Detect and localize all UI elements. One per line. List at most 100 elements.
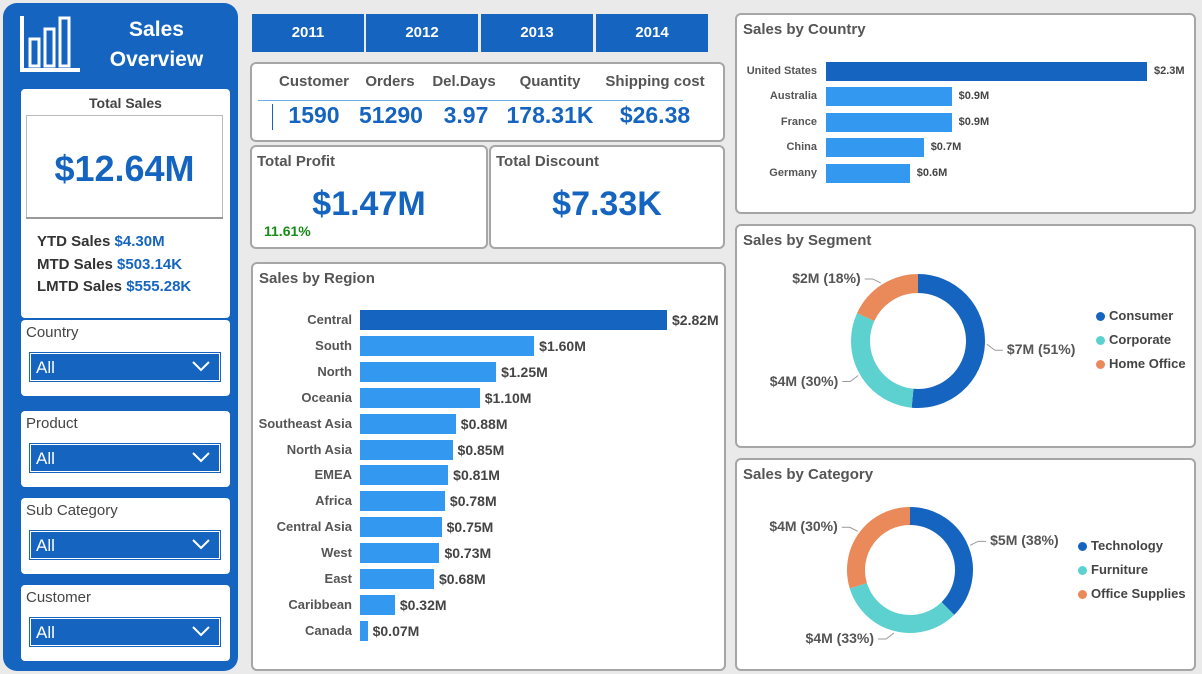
total-profit-value: $1.47M [312, 185, 426, 223]
donut-slice[interactable] [849, 582, 955, 633]
bar[interactable] [826, 87, 952, 107]
bar[interactable] [360, 387, 480, 408]
divider [26, 217, 223, 219]
del-days-header: Del.Days [432, 73, 496, 90]
sub-category-dropdown-value: All [36, 536, 55, 555]
chevron-down-icon [192, 452, 210, 463]
bar[interactable] [826, 138, 924, 158]
category-label: South [315, 337, 352, 353]
bar[interactable] [360, 465, 449, 486]
sales-by-segment-title: Sales by Segment [743, 232, 872, 249]
legend-dot-icon [1096, 312, 1105, 322]
legend-label: Technology [1091, 538, 1163, 553]
leader-line [877, 632, 895, 640]
data-label: $0.6M [916, 166, 948, 179]
sales-by-region-card: Sales by Region Central $2.82M South $1.60M… [251, 262, 726, 671]
bar[interactable] [360, 413, 456, 434]
total-discount-card: Total Discount $7.33K [489, 145, 725, 249]
total-profit-card: Total Profit $1.47M 11.61% [250, 145, 488, 249]
bar[interactable] [360, 594, 395, 615]
customer-value: 1590 [288, 102, 340, 128]
category-label: France [780, 115, 817, 128]
data-label: $0.81M [453, 467, 500, 484]
legend-item[interactable]: Furniture [1078, 562, 1148, 577]
year-2012-button[interactable]: 2012 [366, 14, 478, 52]
total-discount-value: $7.33K [552, 185, 662, 223]
dashboard-title: Sales Overview [99, 15, 214, 75]
cursor-line [272, 104, 273, 130]
data-label: $0.9M [958, 90, 990, 103]
data-label: $0.07M [372, 622, 420, 639]
bar[interactable] [360, 439, 453, 460]
data-label: $1.10M [484, 389, 532, 406]
legend-item[interactable]: Home Office [1096, 356, 1186, 371]
donut-slice[interactable] [847, 507, 911, 589]
data-label: $0.32M [399, 596, 447, 613]
legend-label: Office Supplies [1091, 586, 1186, 601]
metrics-card: Customer Orders Del.Days Quantity Shippi… [250, 62, 725, 142]
legend-item[interactable]: Office Supplies [1078, 586, 1186, 601]
ytd-label: YTD Sales [37, 233, 111, 250]
legend-dot-icon [1078, 590, 1087, 600]
bar[interactable] [826, 62, 1147, 81]
title-line-2: Overview [109, 48, 204, 71]
leader-line [864, 278, 881, 284]
category-label: West [321, 545, 352, 561]
year-2011-button[interactable]: 2011 [252, 14, 364, 52]
donut-slice[interactable] [857, 274, 919, 322]
customer-filter-label: Customer [26, 589, 92, 606]
sub-category-filter: Sub Category All [21, 498, 230, 574]
data-label: $0.85M [457, 441, 505, 458]
total-sales-box: $12.64M [26, 115, 223, 219]
mtd-sales: MTD Sales $503.14K [37, 256, 182, 273]
sales-by-category-donut [841, 507, 987, 640]
sales-by-category-title: Sales by Category [743, 466, 874, 483]
category-label: North Asia [286, 441, 352, 457]
product-dropdown[interactable]: All [29, 443, 221, 473]
country-dropdown-value: All [36, 358, 55, 377]
legend-item[interactable]: Corporate [1096, 332, 1171, 347]
data-label: $0.9M [958, 115, 990, 128]
bar[interactable] [360, 335, 535, 356]
bar[interactable] [360, 491, 445, 512]
bar[interactable] [360, 569, 435, 589]
bar[interactable] [360, 310, 667, 330]
title-line-1: Sales [129, 18, 184, 41]
data-label: $0.68M [439, 571, 486, 587]
legend-dot-icon [1078, 566, 1087, 576]
bar[interactable] [826, 163, 910, 183]
sub-category-dropdown[interactable]: All [29, 530, 221, 560]
bar[interactable] [360, 361, 497, 382]
legend-label: Corporate [1109, 332, 1172, 347]
sales-by-country-title: Sales by Country [743, 21, 866, 38]
legend-item[interactable]: Consumer [1096, 308, 1173, 323]
customer-dropdown-value: All [36, 623, 55, 642]
year-2014-button[interactable]: 2014 [596, 14, 708, 52]
data-label: $0.78M [449, 493, 497, 510]
total-sales-label: Total Sales [89, 95, 162, 111]
bar[interactable] [360, 620, 368, 641]
donut-slice[interactable] [851, 313, 914, 408]
donut-slice[interactable] [911, 274, 985, 408]
category-label: Central [307, 312, 352, 327]
quantity-header: Quantity [519, 73, 581, 90]
category-label: Caribbean [288, 596, 352, 612]
leader-line [842, 375, 859, 382]
bar[interactable] [360, 543, 440, 564]
bar[interactable] [826, 112, 952, 132]
mtd-label: MTD Sales [37, 256, 113, 273]
year-2013-button[interactable]: 2013 [481, 14, 593, 52]
category-label: Canada [305, 622, 352, 638]
data-label: $2.82M [672, 312, 719, 328]
country-dropdown[interactable]: All [29, 352, 221, 382]
bar-chart-logo-icon [20, 16, 80, 72]
bar[interactable] [360, 517, 442, 538]
legend-label: Consumer [1109, 308, 1174, 323]
leader-line [841, 526, 858, 532]
header-underline [258, 100, 683, 101]
customer-dropdown[interactable]: All [29, 617, 221, 647]
legend-dot-icon [1078, 542, 1087, 552]
legend-item[interactable]: Technology [1078, 538, 1163, 553]
sales-by-country-card: Sales by Country United States $2.3M Austr… [735, 13, 1196, 214]
donut-slice[interactable] [909, 507, 973, 615]
